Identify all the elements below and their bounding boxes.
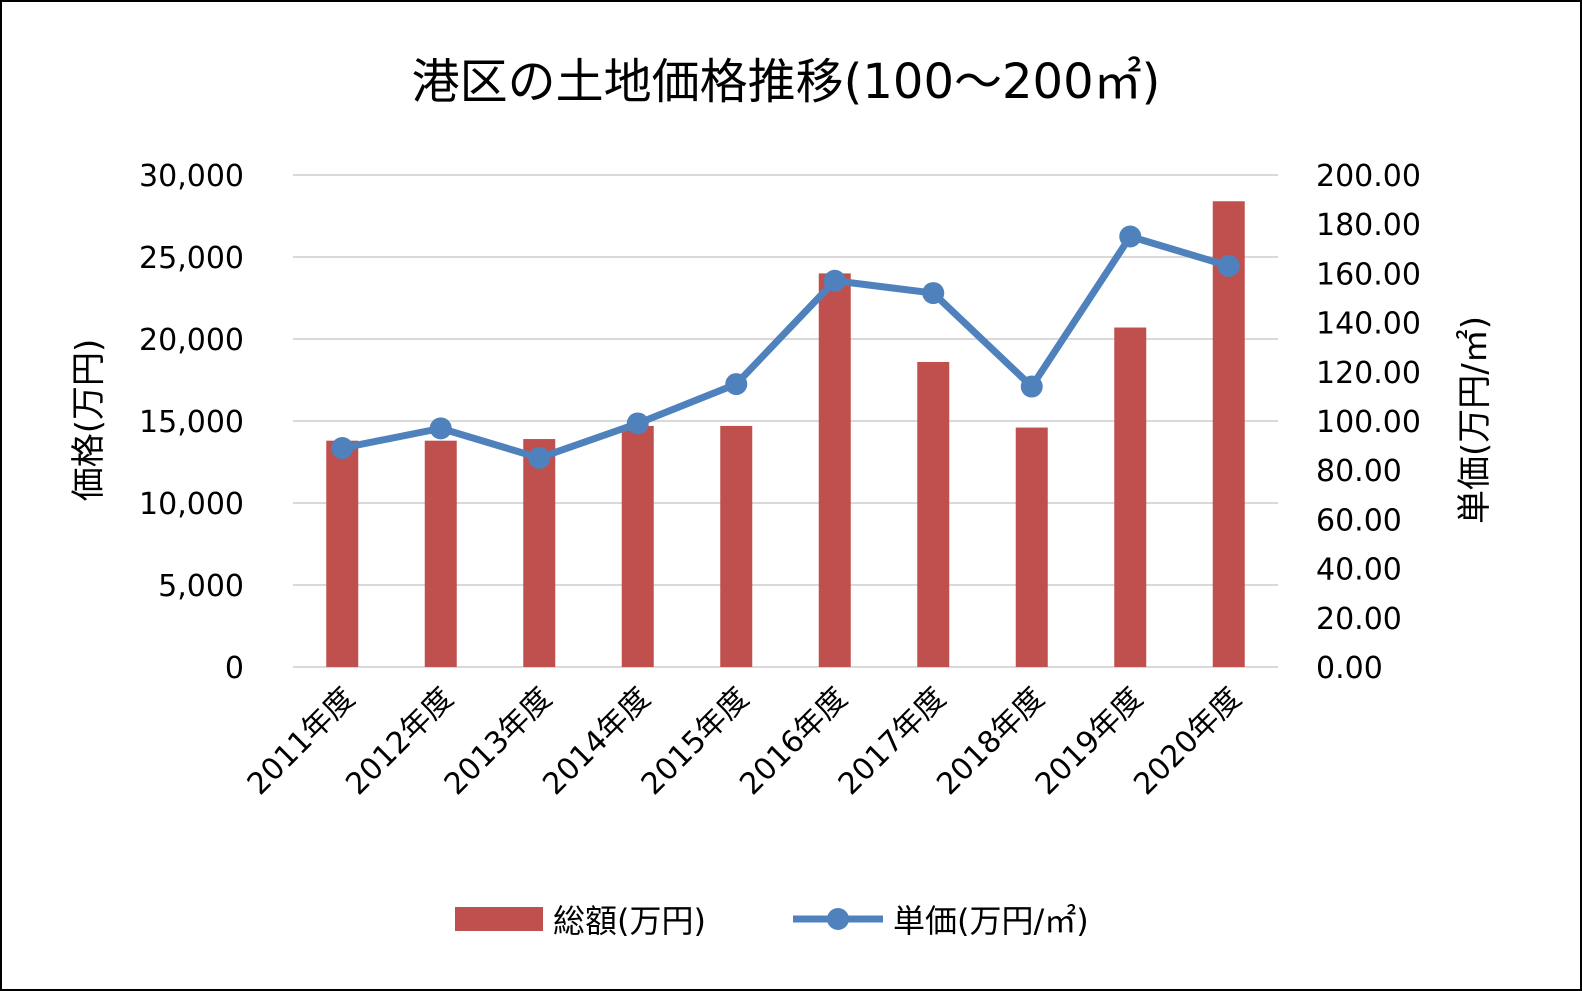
right-tick-label: 80.00 (1316, 454, 1402, 489)
category-label: 2018年度 (930, 681, 1051, 802)
right-tick-label: 20.00 (1316, 602, 1402, 637)
line-point (1217, 255, 1240, 278)
line-point (823, 269, 846, 292)
bar (818, 273, 851, 667)
right-tick-label: 100.00 (1316, 405, 1421, 440)
bar (523, 439, 556, 667)
right-tick-label: 180.00 (1316, 208, 1421, 243)
category-axis-labels: 2011年度2012年度2013年度2014年度2015年度2016年度2017… (241, 681, 1249, 802)
right-axis-ticks: 0.00 20.00 40.00 60.00 80.00 100.00 120.00 140.… (1316, 159, 1421, 686)
bar (1114, 327, 1147, 667)
line-series (331, 225, 1240, 469)
left-tick-label: 10,000 (139, 487, 244, 522)
left-tick-label: 5,000 (158, 569, 244, 604)
legend-swatch-marker (827, 908, 849, 930)
line-point (429, 417, 452, 440)
category-label: 2011年度 (241, 681, 362, 802)
line-point (725, 373, 748, 396)
right-tick-label: 0.00 (1316, 651, 1383, 686)
left-tick-label: 20,000 (139, 323, 244, 358)
bar-series (326, 201, 1245, 668)
category-label: 2013年度 (438, 681, 559, 802)
category-label: 2016年度 (733, 681, 854, 802)
right-tick-label: 120.00 (1316, 356, 1421, 391)
right-tick-label: 40.00 (1316, 553, 1402, 588)
legend: 総額(万円) 単価(万円/㎡) (455, 902, 1089, 940)
bar (621, 425, 654, 667)
left-axis-title: 価格(万円) (69, 339, 109, 502)
right-tick-label: 140.00 (1316, 307, 1421, 342)
right-axis-title: 単価(万円/㎡) (1455, 316, 1495, 524)
category-label: 2019年度 (1029, 681, 1150, 802)
line-point (1119, 225, 1142, 248)
left-tick-label: 0 (225, 651, 244, 686)
left-tick-label: 30,000 (139, 159, 244, 194)
category-label: 2017年度 (832, 681, 953, 802)
left-tick-label: 15,000 (139, 405, 244, 440)
bar (1212, 201, 1245, 668)
right-tick-label: 200.00 (1316, 159, 1421, 194)
category-label: 2020年度 (1127, 681, 1248, 802)
bar (326, 440, 359, 667)
bar (1015, 427, 1048, 667)
right-tick-label: 60.00 (1316, 503, 1402, 538)
legend-label-bar: 総額(万円) (553, 902, 706, 940)
line-point (922, 282, 945, 305)
category-label: 2014年度 (536, 681, 657, 802)
line-point (1020, 375, 1043, 398)
line-path (341, 233, 1230, 462)
left-tick-label: 25,000 (139, 241, 244, 276)
legend-label-line: 単価(万円/㎡) (893, 902, 1089, 940)
right-tick-label: 160.00 (1316, 257, 1421, 292)
chart-title: 港区の土地価格推移(100～200㎡) (412, 54, 1161, 110)
line-point (626, 412, 649, 435)
line-point (528, 446, 551, 469)
legend-swatch-bar (455, 907, 543, 931)
category-label: 2012年度 (339, 681, 460, 802)
bar (424, 440, 457, 667)
bar (720, 425, 753, 667)
line-point (331, 437, 354, 460)
left-axis-ticks: 0 5,000 10,000 15,000 20,000 25,000 30,000 (139, 159, 244, 686)
bar (917, 361, 950, 667)
category-label: 2015年度 (635, 681, 756, 802)
